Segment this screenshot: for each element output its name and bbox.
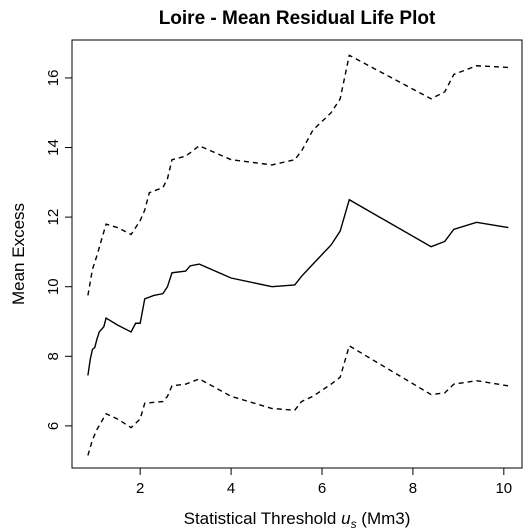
y-tick-label: 6: [45, 422, 62, 430]
x-tick-label: 2: [136, 480, 144, 497]
y-axis-label: Mean Excess: [9, 203, 28, 305]
y-tick-label: 12: [45, 209, 62, 226]
plot-box: [71, 39, 523, 469]
x-label-var: u: [341, 509, 351, 528]
y-tick-label: 10: [45, 278, 62, 295]
y-tick-label: 8: [45, 352, 62, 360]
x-tick-label: 8: [409, 480, 417, 497]
series-line: [87, 54, 509, 296]
y-tick-label: 14: [45, 139, 62, 156]
chart-title: Loire - Mean Residual Life Plot: [159, 8, 436, 29]
y-tick-label: 16: [45, 70, 62, 87]
x-label-unit: (Mm3): [357, 509, 411, 528]
series-line: [87, 344, 509, 456]
x-axis-label: Statistical Threshold us (Mm3): [184, 509, 411, 530]
x-tick-label: 10: [495, 480, 512, 497]
x-label-text: Statistical Threshold: [184, 509, 341, 528]
x-label-sub: s: [351, 517, 357, 530]
x-tick-label: 4: [227, 480, 235, 497]
x-tick-label: 6: [318, 480, 326, 497]
series-line: [87, 198, 509, 376]
